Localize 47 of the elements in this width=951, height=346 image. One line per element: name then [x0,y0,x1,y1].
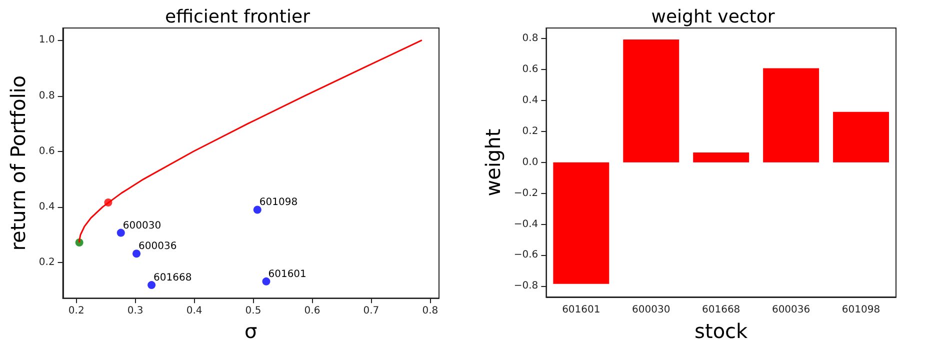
bar [623,39,680,162]
annotation: 601098 [259,197,298,208]
y-tick-label: 1.0 [38,34,55,46]
y-tick-label: 0.2 [38,257,55,268]
x-axis-title: stock [694,319,748,343]
chart-title: weight vector [651,6,776,28]
x-tick-label: 0.5 [245,306,262,317]
y-tick-label: 0.0 [522,156,538,168]
y-axis-title: weight [481,128,505,196]
y-tick-label: −0.4 [514,218,538,230]
x-tick-label: 601098 [842,304,880,316]
y-tick-label: 0.6 [38,146,55,157]
x-tick-label: 600036 [772,304,810,316]
x-axis-title: σ [244,319,258,343]
x-tick-label: 0.2 [68,306,84,317]
chart-title: efficient frontier [165,6,311,28]
point [148,281,156,290]
x-tick-label: 600030 [632,304,670,316]
y-tick-label: 0.2 [522,126,538,137]
y-tick-label: −0.2 [514,188,538,199]
x-tick-label: 0.4 [186,306,202,317]
bar [553,162,610,284]
point [116,228,125,237]
y-tick-label: −0.6 [514,250,538,261]
y-tick-label: 0.4 [38,201,55,212]
point [132,250,141,258]
y-tick-label: 0.4 [522,94,538,106]
bar [693,152,750,162]
y-tick-label: 0.8 [522,33,538,44]
x-tick-label: 601601 [562,304,600,316]
x-tick-label: 601668 [702,304,740,316]
annotation: 600036 [138,241,177,252]
point [262,277,270,286]
annotation: 601668 [154,272,192,284]
bar [833,112,890,162]
x-tick-label: 0.3 [127,306,144,317]
annotation: 601601 [268,268,306,280]
y-tick-label: 0.6 [522,64,538,75]
y-tick-label: −0.8 [514,280,538,292]
point [253,206,262,214]
bar [763,68,820,162]
x-tick-label: 0.7 [363,306,380,317]
annotation: 600030 [122,220,162,232]
y-tick-label: 0.8 [38,90,55,102]
x-tick-label: 0.8 [422,306,438,317]
x-tick-label: 0.6 [304,306,320,317]
y-axis-title: return of Portfolio [6,75,30,251]
